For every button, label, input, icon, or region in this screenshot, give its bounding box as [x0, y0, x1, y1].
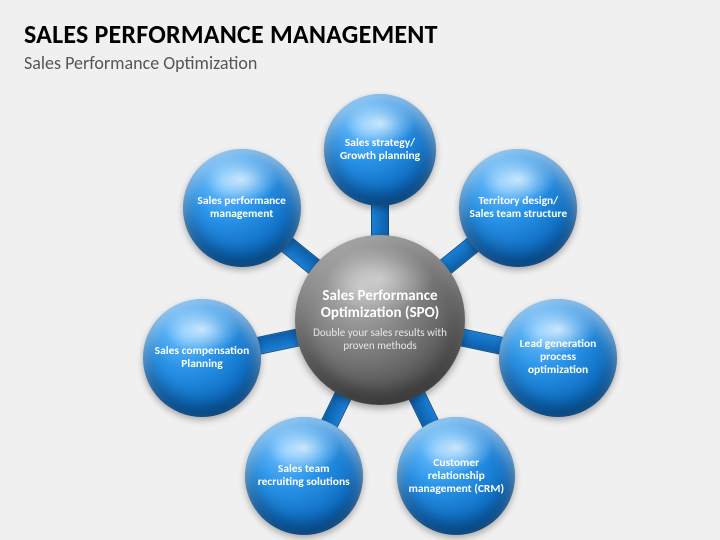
node-label: Customer relationship management (CRM) [407, 457, 505, 497]
node-management: Sales performance management [183, 149, 301, 267]
hub-subtitle: Double your sales results with proven me… [309, 326, 451, 352]
node-label: Sales strategy/ Growth planning [334, 137, 426, 163]
node-compensation: Sales compensation Planning [143, 299, 261, 417]
node-leadgen: Lead generation process optimization [499, 299, 617, 417]
node-crm: Customer relationship management (CRM) [397, 417, 515, 535]
node-label: Sales performance management [193, 195, 291, 221]
hub-node: Sales Performance Optimization (SPO) Doub… [295, 235, 465, 405]
node-territory: Territory design/ Sales team structure [459, 149, 577, 267]
node-recruiting: Sales team recruiting solutions [245, 417, 363, 535]
node-label: Lead generation process optimization [509, 338, 607, 378]
node-strategy: Sales strategy/ Growth planning [324, 94, 436, 206]
node-label: Sales team recruiting solutions [255, 463, 353, 489]
node-label: Sales compensation Planning [153, 345, 251, 371]
diagram-stage: Sales Performance Optimization (SPO) Doub… [0, 0, 720, 540]
node-label: Territory design/ Sales team structure [469, 195, 567, 221]
hub-title: Sales Performance Optimization (SPO) [309, 288, 451, 323]
